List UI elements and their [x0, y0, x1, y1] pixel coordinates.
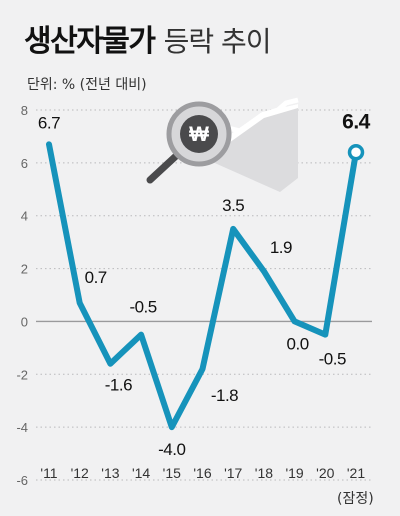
- y-tick-label: -4: [16, 420, 28, 435]
- title-main: 생산자물가: [24, 24, 156, 59]
- series-line: [46, 141, 365, 431]
- chart-title: 생산자물가 등락 추이: [24, 16, 272, 60]
- data-label: 3.5: [222, 196, 244, 215]
- x-tick-label: '19: [285, 465, 303, 481]
- y-tick-label: 0: [21, 314, 28, 329]
- x-tick-label: '13: [101, 465, 119, 481]
- data-label: 0.0: [287, 334, 309, 353]
- title-sub: 등락 추이: [163, 25, 272, 58]
- y-axis-ticks: 8 6 4 2 0 -2 -4 -6: [16, 103, 28, 488]
- y-tick-label: 8: [21, 103, 28, 118]
- data-label: 6.4: [342, 110, 371, 133]
- x-tick-label: '18: [255, 465, 273, 481]
- y-tick-label: -2: [16, 367, 28, 382]
- y-tick-label: -6: [16, 473, 28, 488]
- x-tick-label: '14: [132, 465, 150, 481]
- x-tick-label: '20: [316, 465, 334, 481]
- svg-text:₩: ₩: [189, 123, 209, 146]
- series-line-path: [46, 141, 359, 431]
- data-label: -0.5: [319, 350, 346, 369]
- x-tick-label: '17: [224, 465, 242, 481]
- y-tick-label: 6: [21, 156, 28, 171]
- data-labels: 6.7 0.7 -1.6 -0.5 -4.0 -1.8 3.5 1.9 0.0 -0.5 6.4: [38, 110, 371, 459]
- x-tick-label: '15: [163, 465, 181, 481]
- data-label: -1.8: [211, 386, 238, 405]
- data-label: 0.7: [85, 268, 107, 287]
- data-label: 6.7: [38, 113, 60, 132]
- last-point-marker: [347, 144, 365, 161]
- x-tick-label: '11: [40, 465, 57, 481]
- provisional-note: (잠정): [337, 491, 374, 507]
- x-axis-ticks: '11 '12 '13 '14 '15 '16 '17 '18 '19 '20 '21: [40, 465, 365, 481]
- data-label: 1.9: [270, 238, 292, 257]
- magnifier-won-icon: ₩: [146, 97, 299, 192]
- x-tick-label: '21: [347, 465, 365, 481]
- data-label: -0.5: [129, 298, 156, 317]
- y-tick-label: 2: [21, 262, 28, 277]
- x-tick-label: '12: [71, 465, 89, 481]
- data-label: -1.6: [105, 376, 132, 395]
- unit-label: 단위: % (전년 대비): [27, 77, 147, 93]
- x-tick-label: '16: [193, 465, 211, 481]
- y-tick-label: 4: [21, 209, 28, 224]
- data-label: -4.0: [158, 440, 185, 459]
